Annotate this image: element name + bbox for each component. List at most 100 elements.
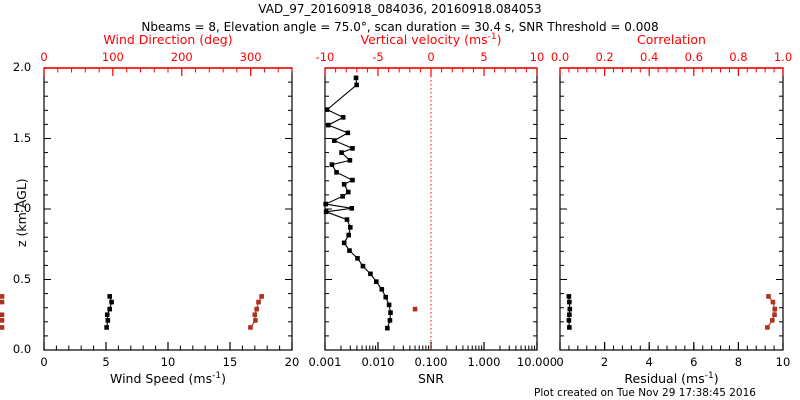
data-point [329, 162, 335, 167]
data-point [765, 325, 770, 330]
top-tick-label: -10 [315, 50, 335, 64]
bottom-tick-label: 10 [160, 355, 176, 369]
data-point [383, 294, 389, 300]
data-point [567, 312, 572, 318]
y-tick-label: 2.0 [12, 60, 32, 74]
data-point [566, 318, 572, 323]
bottom-axis-title: SNR [418, 371, 444, 386]
data-point [350, 177, 355, 183]
data-point [341, 182, 347, 187]
data-point [374, 279, 379, 284]
top-tick-label: 1.0 [773, 50, 793, 64]
bottom-tick-label: 10 [775, 355, 791, 369]
data-point [254, 306, 259, 312]
top-axis-title: Wind Direction (deg) [103, 32, 233, 47]
data-point [566, 294, 572, 299]
bottom-tick-label: 0 [40, 355, 48, 369]
data-point [340, 115, 346, 120]
data-point [769, 318, 775, 323]
bottom-tick-label: 1.000 [467, 355, 501, 369]
bottom-axis-title: Residual (ms-1) [624, 371, 719, 387]
y-tick-label: 1.0 [12, 201, 32, 215]
data-point [772, 306, 778, 312]
top-tick-label: 5 [480, 50, 488, 64]
data-point [350, 146, 355, 151]
data-point [347, 225, 353, 230]
data-point [259, 294, 264, 299]
bottom-tick-label: 10.000 [516, 355, 558, 369]
data-point [567, 325, 572, 330]
top-tick-label: 0.0 [550, 50, 570, 64]
data-point [334, 170, 339, 175]
data-point [325, 122, 331, 128]
data-point [353, 75, 359, 81]
bottom-tick-label: 0 [556, 355, 564, 369]
data-point [256, 299, 261, 305]
top-axis-title: Vertical velocity (ms-1) [360, 32, 502, 48]
bottom-tick-label: 8 [734, 355, 743, 369]
data-point [341, 240, 347, 246]
data-point [0, 299, 5, 305]
top-tick-label: 0.2 [595, 50, 614, 64]
bottom-tick-label: 0.100 [414, 355, 448, 369]
data-point [107, 306, 113, 312]
top-tick-label: 300 [239, 50, 262, 64]
data-point [332, 138, 337, 143]
data-point [253, 318, 258, 323]
data-point [368, 271, 373, 277]
data-point [0, 318, 5, 323]
data-point [386, 302, 392, 308]
bottom-tick-label: 20 [284, 355, 300, 369]
data-point [346, 232, 352, 238]
top-tick-label: 0.4 [640, 50, 659, 64]
data-point [567, 306, 573, 312]
bottom-tick-label: 0.001 [308, 355, 342, 369]
y-axis-title: z (km AGL) [14, 178, 29, 247]
data-point [0, 294, 5, 299]
data-point [105, 318, 111, 323]
top-tick-label: 0 [427, 50, 435, 64]
data-point [104, 325, 109, 330]
top-axis-title: Correlation [637, 32, 706, 47]
page-title: VAD_97_20160918_084036, 20160918.084053 [258, 2, 542, 16]
top-tick-label: 200 [170, 50, 193, 64]
data-point [323, 209, 329, 215]
top-tick-label: 0.8 [729, 50, 748, 64]
data-point [379, 287, 385, 292]
data-point [345, 189, 351, 195]
bottom-tick-label: 6 [690, 355, 698, 369]
data-point [770, 299, 776, 305]
bottom-tick-label: 15 [222, 355, 238, 369]
data-point [355, 256, 360, 261]
top-tick-label: 10 [529, 50, 545, 64]
data-point [766, 294, 771, 299]
data-point [345, 130, 351, 136]
data-point [387, 318, 393, 323]
y-tick-label: 1.5 [12, 130, 32, 145]
data-point [344, 217, 350, 222]
data-point [772, 312, 777, 318]
top-tick-label: -5 [372, 50, 384, 64]
data-point [567, 299, 572, 305]
data-point [388, 310, 393, 315]
data-point [347, 248, 352, 253]
series-line [323, 77, 392, 329]
data-point [354, 82, 359, 88]
bottom-tick-label: 5 [102, 355, 110, 369]
data-point [0, 325, 5, 330]
data-point [412, 306, 418, 312]
footer-credit: Plot created on Tue Nov 29 17:38:45 2016 [490, 381, 800, 400]
bottom-axis-title: Wind Speed (ms-1) [110, 371, 226, 387]
data-point [340, 194, 345, 199]
data-point [248, 325, 253, 330]
data-point [324, 107, 330, 112]
data-point [107, 294, 113, 299]
bottom-tick-label: 2 [600, 355, 609, 369]
y-tick-label: 0.5 [12, 271, 32, 286]
data-point [360, 263, 366, 269]
plot-subtitle: Nbeams = 8, Elevation angle = 75.0°, sca… [141, 20, 659, 34]
bottom-tick-label: 4 [645, 355, 653, 369]
data-point [347, 158, 353, 163]
